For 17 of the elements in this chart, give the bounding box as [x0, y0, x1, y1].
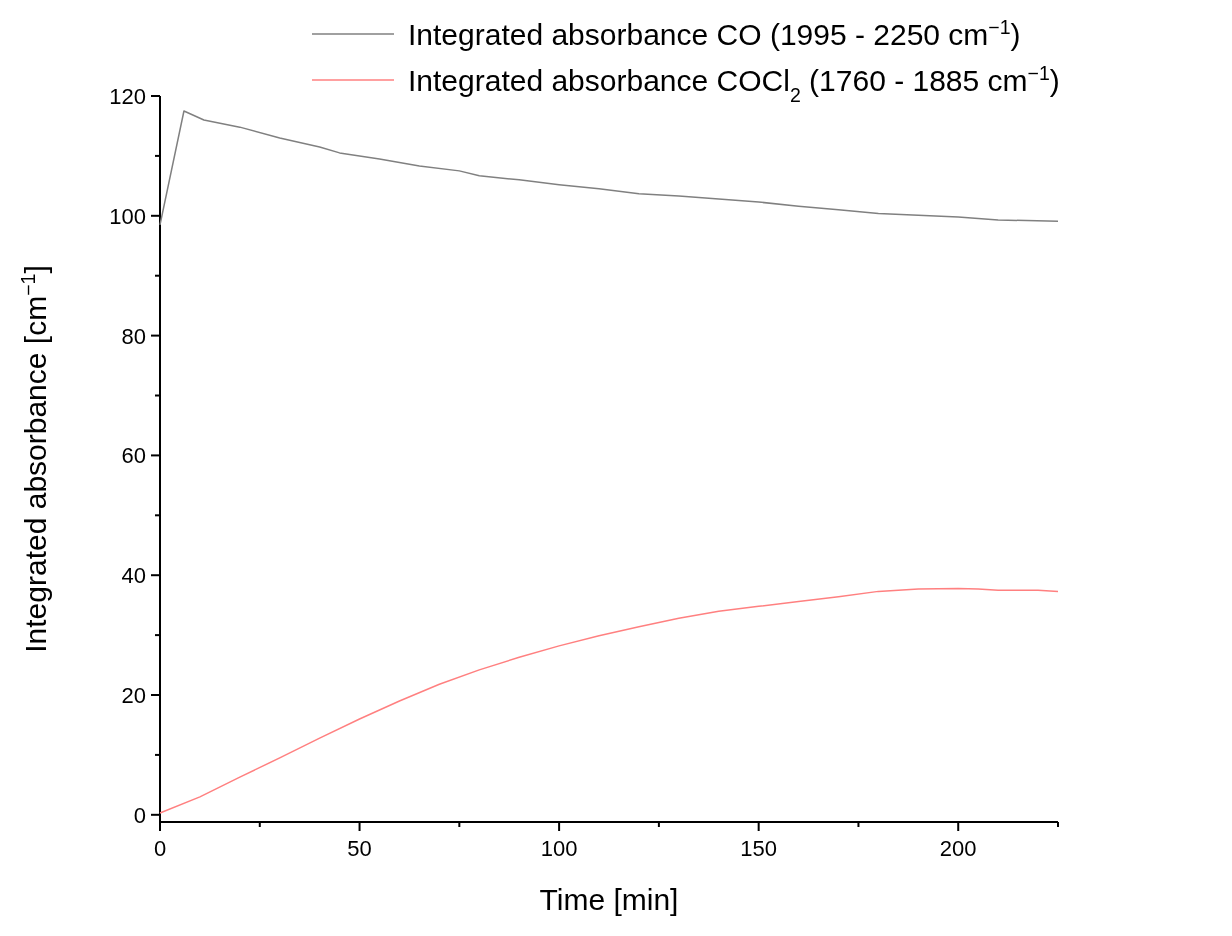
y-tick-label: 20 [121, 683, 146, 709]
legend-label: Integrated absorbance COCl$_{2}$ (1760 - 1885 cm$^{−1}$) [408, 62, 1060, 106]
y-tick-label: 100 [109, 203, 146, 229]
x-tick-label: 200 [939, 836, 977, 861]
line-series [159, 587, 1059, 814]
x-tick-label: 50 [347, 836, 372, 861]
x-tick-label: 100 [540, 836, 578, 861]
y-tick-label: 80 [121, 323, 146, 349]
x-tick-label: 150 [740, 836, 778, 861]
line-series [159, 110, 1059, 226]
legend-label: Integrated absorbance CO (1995 - 2250 cm$^{−1}$) [408, 16, 1021, 51]
y-tick-label: 40 [121, 563, 146, 589]
y-tick-label: 60 [121, 443, 146, 469]
y-tick-label: 120 [109, 84, 146, 109]
x-axis-title: Time [min] [539, 883, 679, 916]
x-tick-label: 0 [153, 836, 167, 861]
y-tick-label: 0 [133, 802, 146, 828]
